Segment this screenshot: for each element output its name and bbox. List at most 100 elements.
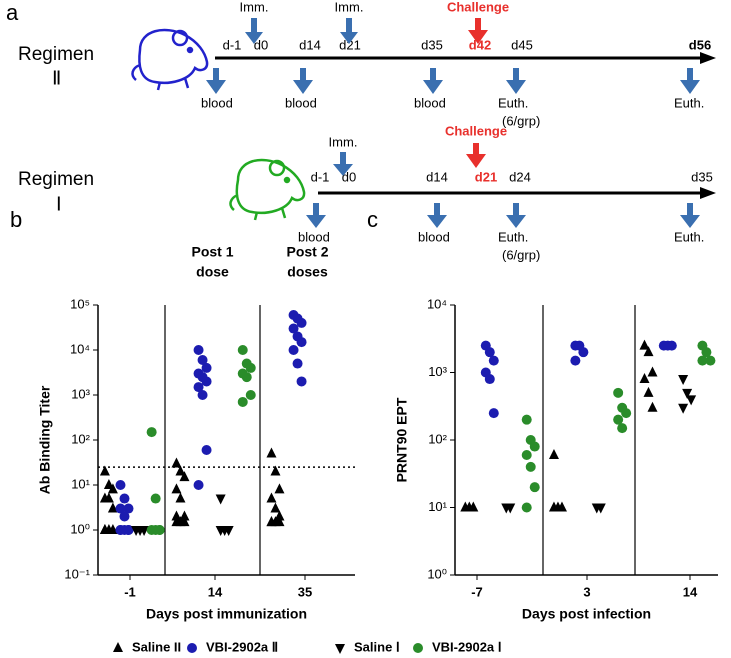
data-point — [215, 494, 226, 505]
legend-marker — [187, 643, 197, 653]
arrowhead — [700, 187, 716, 199]
data-point — [548, 501, 559, 512]
y-tick-label: 10³ — [71, 386, 90, 401]
x-tick-label: -1 — [124, 584, 136, 599]
panel-label: c — [367, 207, 378, 232]
x-tick-label: -7 — [471, 584, 483, 599]
data-point — [296, 376, 307, 387]
data-point — [245, 362, 256, 373]
data-point — [154, 525, 165, 535]
day-label: d35 — [421, 37, 443, 52]
data-point — [107, 524, 118, 534]
x-axis-title: Days post infection — [522, 606, 651, 622]
y-tick-label: 10² — [71, 431, 90, 446]
data-point — [705, 355, 716, 366]
data-point — [171, 483, 182, 494]
arrowhead — [700, 52, 716, 64]
data-point — [613, 387, 624, 398]
data-point — [175, 492, 186, 503]
day-label: d14 — [299, 37, 321, 52]
sample-label: Euth. — [498, 95, 528, 110]
data-point — [647, 366, 658, 377]
sample-label: Euth. — [498, 229, 528, 244]
data-point — [119, 511, 130, 522]
data-point — [274, 516, 285, 527]
day-label: d21 — [475, 169, 497, 184]
legend-marker — [113, 642, 123, 652]
data-point — [617, 423, 628, 434]
mouse-icon — [229, 158, 306, 221]
data-point — [179, 471, 190, 482]
y-tick-label: 10⁴ — [427, 296, 447, 311]
data-point — [639, 339, 650, 350]
event-label: Challenge — [445, 123, 507, 138]
y-tick-label: 10¹ — [428, 499, 447, 514]
data-point — [484, 347, 495, 358]
legend-marker — [413, 643, 423, 653]
event-label: Challenge — [447, 0, 509, 14]
data-point — [201, 444, 212, 455]
data-point — [193, 480, 204, 490]
data-point — [296, 337, 307, 348]
day-label: d42 — [469, 37, 491, 52]
day-label: d56 — [689, 37, 711, 52]
data-point — [548, 448, 559, 459]
panel-label: a — [6, 0, 19, 25]
y-tick-label: 10³ — [428, 364, 447, 379]
data-point — [171, 510, 182, 521]
x-tick-label: 14 — [683, 584, 698, 599]
day-label: d45 — [511, 37, 533, 52]
data-point — [521, 449, 532, 460]
y-tick-label: 10⁻¹ — [64, 566, 90, 581]
data-point — [270, 502, 281, 513]
data-point — [488, 408, 499, 419]
data-point — [123, 525, 134, 535]
y-tick-label: 10⁵ — [70, 296, 90, 311]
data-point — [570, 355, 581, 366]
data-point — [193, 345, 204, 355]
data-point — [639, 373, 650, 384]
data-point — [697, 355, 708, 366]
event-label: Imm. — [240, 0, 269, 14]
regimen-name: Regimen — [18, 169, 94, 190]
x-tick-label: 35 — [298, 584, 312, 599]
data-point — [215, 526, 226, 536]
data-point — [103, 492, 114, 503]
sample-label: blood — [201, 95, 233, 110]
day-label: d14 — [426, 169, 448, 184]
data-point — [270, 465, 281, 476]
data-point — [292, 358, 303, 369]
sample-label: blood — [285, 95, 317, 110]
data-point — [643, 386, 654, 397]
data-point — [274, 510, 285, 521]
legend-marker — [335, 644, 345, 654]
data-point — [521, 502, 532, 513]
data-point — [296, 317, 307, 328]
data-point — [241, 372, 252, 383]
data-point — [237, 345, 248, 355]
data-point — [139, 526, 150, 536]
y-tick-label: 10¹ — [71, 476, 90, 491]
sample-label: blood — [298, 229, 330, 244]
data-point — [119, 493, 130, 504]
panel-label: b — [10, 207, 22, 232]
annotation: dose — [196, 264, 229, 280]
data-point — [115, 525, 126, 535]
regimen-name: Regimen — [18, 44, 94, 65]
data-point — [556, 501, 567, 512]
data-point — [643, 346, 654, 357]
data-point — [115, 503, 126, 514]
data-point — [223, 526, 234, 536]
x-tick-label: 14 — [208, 584, 223, 599]
legend-label: Saline II — [132, 639, 181, 654]
regimen-numeral: Ⅱ — [52, 68, 61, 89]
data-point — [107, 483, 118, 494]
y-tick-label: 10⁴ — [70, 341, 90, 356]
data-point — [678, 403, 689, 414]
data-point — [682, 388, 693, 399]
event-label: Imm. — [329, 134, 358, 149]
y-axis-title: Ab Binding Titer — [37, 385, 53, 494]
day-label: d24 — [509, 169, 531, 184]
legend-label: Saline Ⅰ — [354, 639, 400, 654]
